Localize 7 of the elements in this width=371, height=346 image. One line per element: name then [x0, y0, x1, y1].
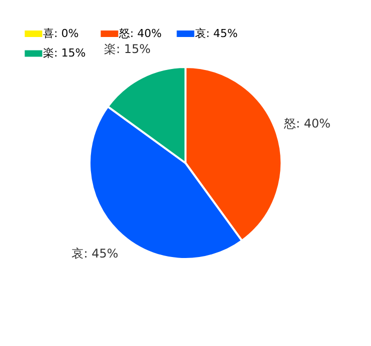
legend-label: 喜: 0% — [43, 26, 79, 40]
legend-label: 怒: 40% — [118, 26, 162, 40]
legend-label: 楽: 15% — [43, 46, 86, 60]
legend-label: 哀: 45% — [195, 26, 238, 40]
data-label: 楽: 15% — [104, 42, 151, 56]
data-label: 哀: 45% — [72, 246, 118, 261]
data-label: 怒: 40% — [282, 116, 330, 130]
